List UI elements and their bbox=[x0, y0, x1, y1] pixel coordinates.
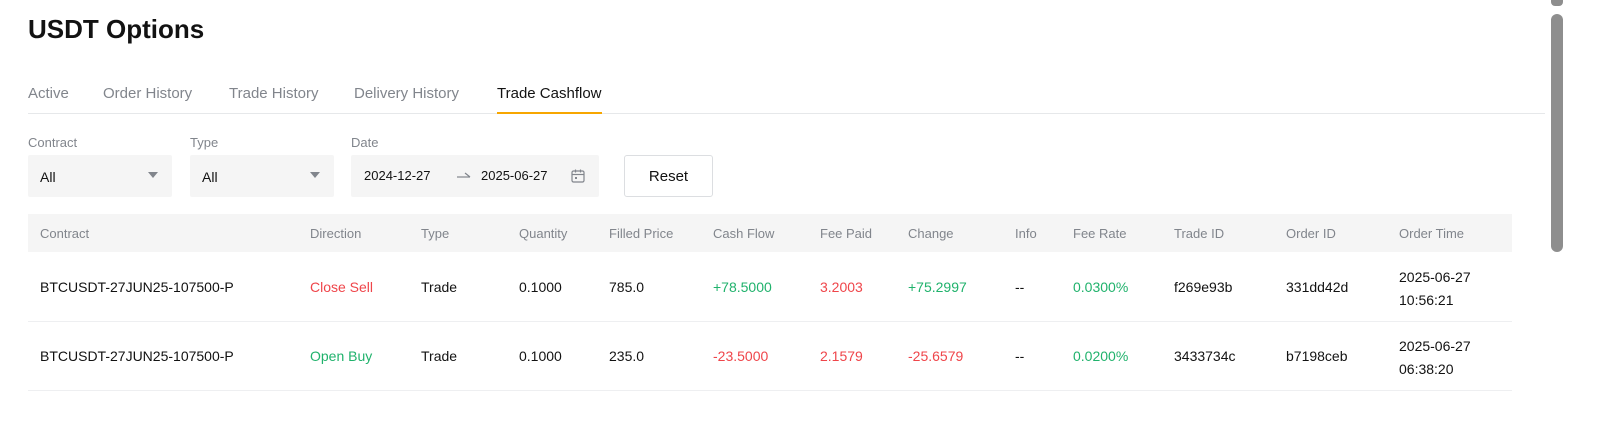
scrollbar-thumb[interactable] bbox=[1551, 14, 1563, 252]
cell-cash-flow: +78.5000 bbox=[713, 279, 772, 295]
cell-fee-rate: 0.0200% bbox=[1073, 348, 1129, 364]
table-row: BTCUSDT-27JUN25-107500-P Close Sell Trad… bbox=[28, 253, 1512, 322]
reset-button[interactable]: Reset bbox=[624, 155, 713, 197]
date-start-input[interactable]: 2024-12-27 bbox=[364, 168, 431, 183]
cell-quantity: 0.1000 bbox=[519, 279, 562, 295]
contract-filter-label: Contract bbox=[28, 135, 78, 150]
table-header: Contract Direction Type Quantity Filled … bbox=[28, 214, 1512, 252]
date-filter-label: Date bbox=[351, 135, 379, 150]
tab-trade-history[interactable]: Trade History bbox=[229, 85, 319, 102]
table-row: BTCUSDT-27JUN25-107500-P Open Buy Trade … bbox=[28, 322, 1512, 391]
order-time-clock: 06:38:20 bbox=[1399, 361, 1454, 377]
cell-order-id: 331dd42d bbox=[1286, 279, 1349, 295]
caret-down-icon bbox=[310, 172, 320, 178]
cell-fee-rate: 0.0300% bbox=[1073, 279, 1129, 295]
calendar-icon[interactable] bbox=[570, 168, 586, 184]
cell-type: Trade bbox=[421, 348, 458, 364]
scrollbar-top-cap bbox=[1551, 0, 1563, 6]
cell-filled-price: 235.0 bbox=[609, 348, 645, 364]
type-select[interactable]: All bbox=[190, 155, 334, 197]
contract-select[interactable]: All bbox=[28, 155, 172, 197]
column-header-fee-paid: Fee Paid bbox=[820, 226, 873, 241]
column-header-type: Type bbox=[421, 226, 450, 241]
cell-contract: BTCUSDT-27JUN25-107500-P bbox=[40, 279, 234, 295]
cell-trade-id: f269e93b bbox=[1174, 279, 1233, 295]
tab-order-history[interactable]: Order History bbox=[103, 85, 193, 102]
tab-delivery-history[interactable]: Delivery History bbox=[354, 85, 460, 102]
order-time-date: 2025-06-27 bbox=[1399, 338, 1471, 354]
order-time-clock: 10:56:21 bbox=[1399, 292, 1454, 308]
column-header-cash-flow: Cash Flow bbox=[713, 226, 775, 241]
cell-cash-flow: -23.5000 bbox=[713, 348, 769, 364]
column-header-fee-rate: Fee Rate bbox=[1073, 226, 1127, 241]
tab-bar: Active Order History Trade History Deliv… bbox=[28, 76, 1563, 114]
cell-direction: Open Buy bbox=[310, 348, 373, 364]
column-header-filled-price: Filled Price bbox=[609, 226, 674, 241]
type-select-value: All bbox=[202, 169, 218, 185]
cell-info: -- bbox=[1015, 279, 1025, 295]
column-header-trade-id: Trade ID bbox=[1174, 226, 1225, 241]
cell-change: -25.6579 bbox=[908, 348, 964, 364]
type-filter-label: Type bbox=[190, 135, 219, 150]
cell-fee-paid: 2.1579 bbox=[820, 348, 863, 364]
tab-active[interactable]: Active bbox=[28, 85, 69, 102]
column-header-change: Change bbox=[908, 226, 954, 241]
column-header-direction: Direction bbox=[310, 226, 362, 241]
column-header-info: Info bbox=[1015, 226, 1037, 241]
contract-select-value: All bbox=[40, 169, 56, 185]
cell-fee-paid: 3.2003 bbox=[820, 279, 863, 295]
cell-order-time: 2025-06-27 06:38:20 bbox=[1399, 335, 1499, 381]
cell-filled-price: 785.0 bbox=[609, 279, 645, 295]
column-header-contract: Contract bbox=[40, 226, 90, 241]
tab-trade-cashflow[interactable]: Trade Cashflow bbox=[497, 85, 602, 114]
date-end-input[interactable]: 2025-06-27 bbox=[481, 168, 548, 183]
cell-info: -- bbox=[1015, 348, 1025, 364]
cell-quantity: 0.1000 bbox=[519, 348, 562, 364]
page-title: USDT Options bbox=[28, 14, 205, 44]
column-header-quantity: Quantity bbox=[519, 226, 568, 241]
cell-order-time: 2025-06-27 10:56:21 bbox=[1399, 266, 1499, 312]
cell-type: Trade bbox=[421, 279, 458, 295]
order-time-date: 2025-06-27 bbox=[1399, 269, 1471, 285]
caret-down-icon bbox=[148, 172, 158, 178]
column-header-order-time: Order Time bbox=[1399, 226, 1465, 241]
cell-change: +75.2997 bbox=[908, 279, 967, 295]
cell-contract: BTCUSDT-27JUN25-107500-P bbox=[40, 348, 234, 364]
date-range-picker: 2024-12-27 2025-06-27 bbox=[351, 155, 599, 197]
arrow-right-icon bbox=[457, 172, 471, 178]
cell-trade-id: 3433734c bbox=[1174, 348, 1236, 364]
cell-order-id: b7198ceb bbox=[1286, 348, 1348, 364]
column-header-order-id: Order ID bbox=[1286, 226, 1336, 241]
cell-direction: Close Sell bbox=[310, 279, 374, 295]
